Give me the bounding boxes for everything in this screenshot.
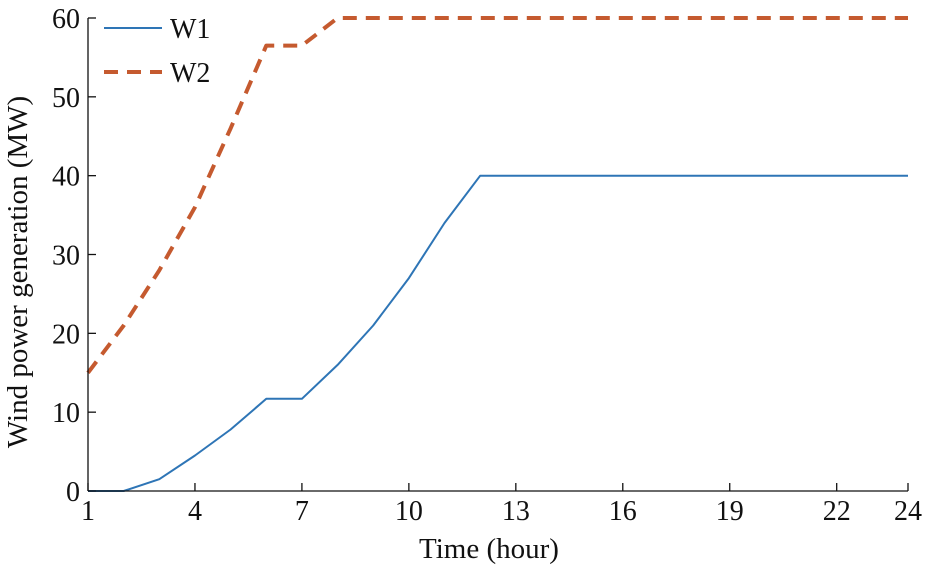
x-tick-label: 22	[823, 496, 851, 527]
y-tick-label: 50	[52, 83, 80, 114]
series-line-w1	[88, 174, 908, 492]
x-tick-label: 4	[188, 496, 202, 527]
y-tick-label: 10	[52, 398, 80, 429]
x-tick-label: 19	[716, 496, 744, 527]
x-tick-label: 1	[81, 496, 95, 527]
ticks: 1 4 7 10 13 16 19 22 24 0 10 20 30 40 50 60	[52, 4, 922, 527]
plot-lines	[86, 16, 908, 492]
y-axis-title: Wind power generation (MW)	[2, 96, 34, 448]
legend-label-w1: W1	[170, 14, 210, 45]
y-tick-label: 30	[52, 241, 80, 272]
series-line-w2	[86, 16, 908, 375]
x-tick-label: 24	[894, 496, 922, 527]
y-tick-label: 20	[52, 319, 80, 350]
x-axis-title: Time (hour)	[419, 533, 559, 565]
x-tick-label: 7	[295, 496, 309, 527]
x-tick-label: 10	[395, 496, 423, 527]
axes	[87, 18, 908, 492]
y-tick-label: 60	[52, 4, 80, 35]
legend-label-w2: W2	[170, 58, 210, 89]
x-tick-label: 13	[502, 496, 530, 527]
x-tick-label: 16	[609, 496, 637, 527]
y-tick-label: 0	[66, 477, 80, 508]
y-tick-label: 40	[52, 162, 80, 193]
